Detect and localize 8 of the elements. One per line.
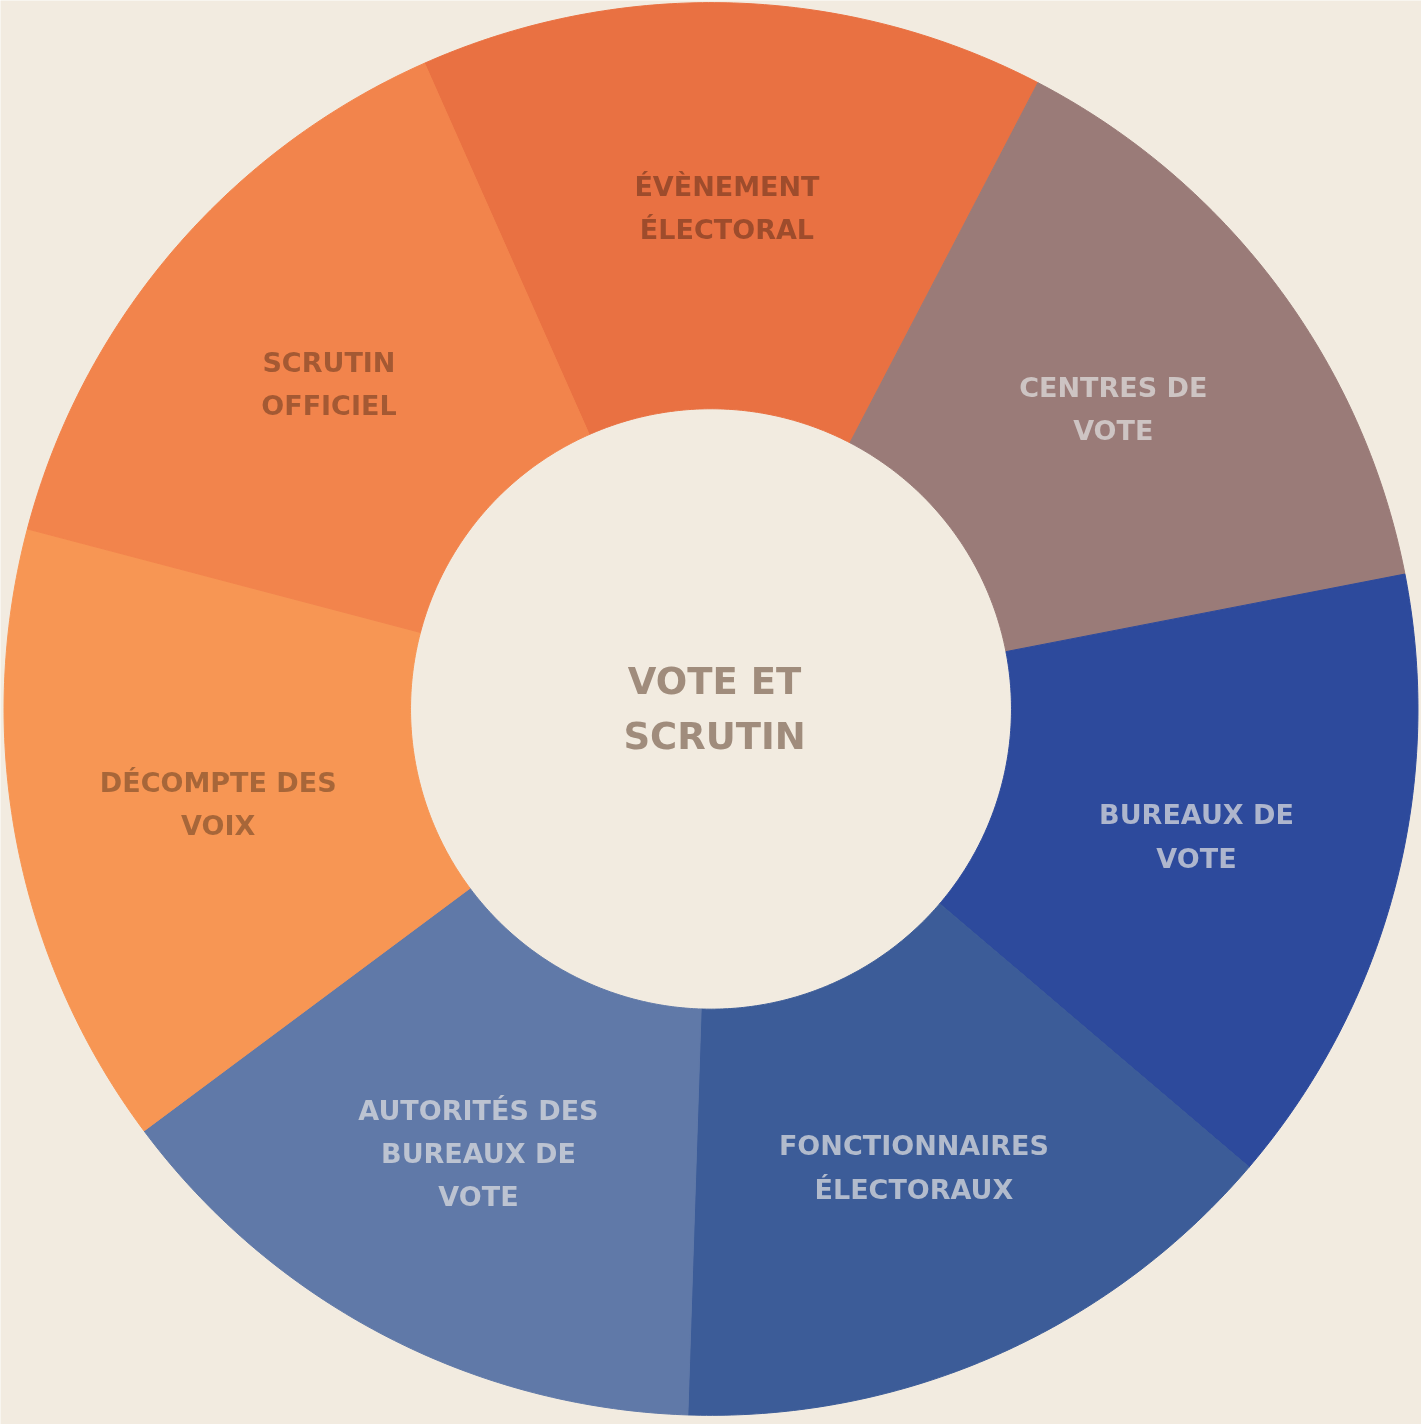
slice-label: CENTRES DE VOTE bbox=[1019, 371, 1208, 447]
slice-label: DÉCOMPTE DES VOIX bbox=[99, 767, 337, 842]
slice-label: AUTORITÉS DES BUREAUX DE VOTE bbox=[358, 1094, 599, 1213]
slice-label: BUREAUX DE VOTE bbox=[1099, 799, 1294, 874]
slice-label: ÉVÈNEMENT ÉLECTORAL bbox=[634, 170, 821, 245]
slice-label: FONCTIONNAIRES ÉLECTORAUX bbox=[778, 1130, 1049, 1205]
slice-label: SCRUTIN OFFICIEL bbox=[261, 346, 397, 421]
text: VOTE ET SCRUTIN bbox=[623, 659, 806, 759]
